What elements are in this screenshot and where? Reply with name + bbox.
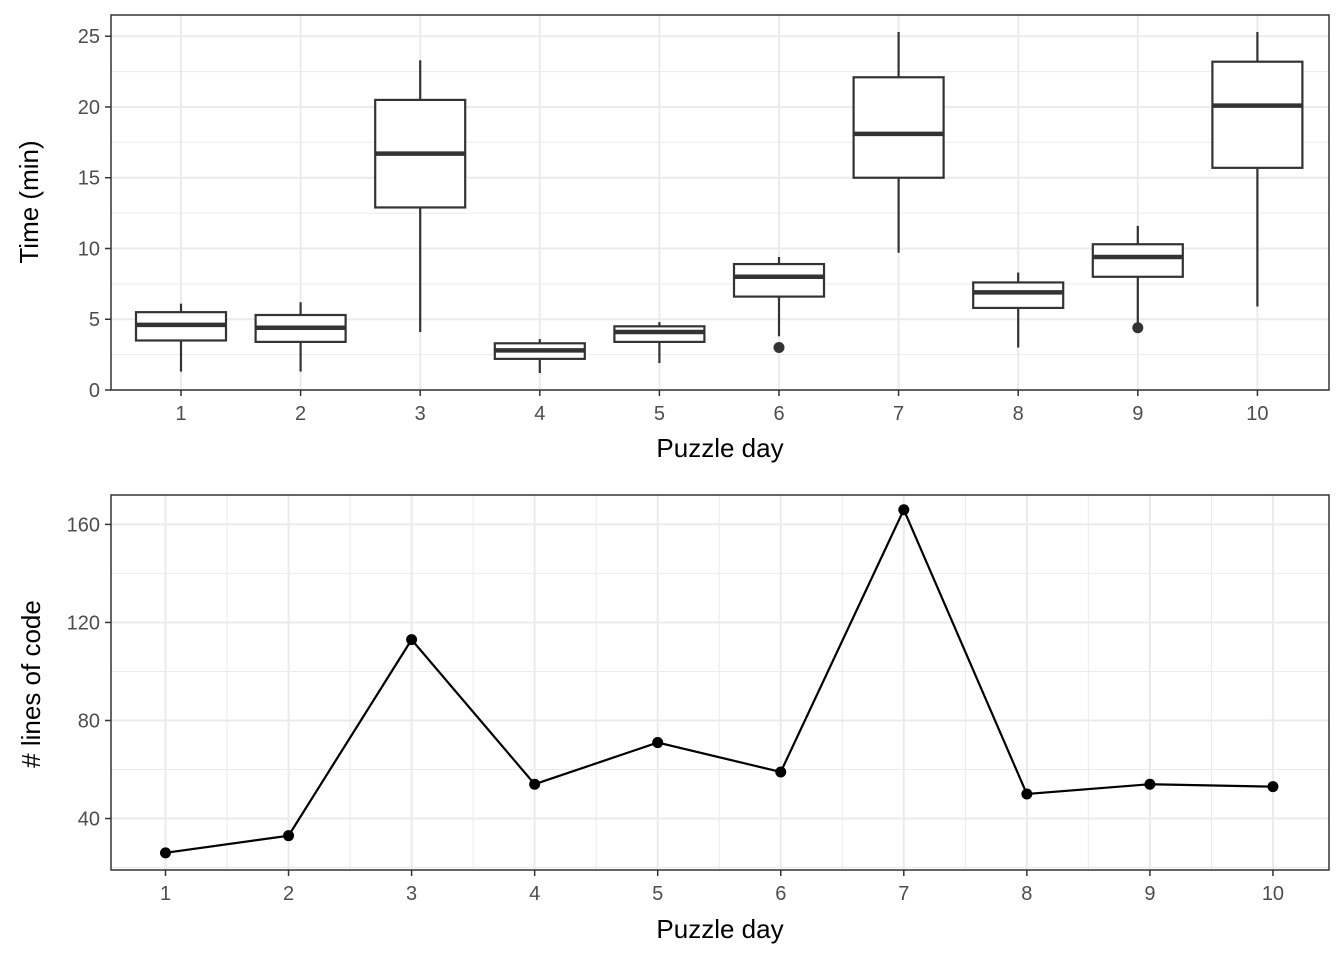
line-x-axis: 1 2 3 4 5 6 7 8 9 10: [160, 870, 1284, 905]
x-tick-label: 10: [1246, 403, 1268, 425]
x-tick-label: 9: [1132, 403, 1143, 425]
y-tick-label: 0: [89, 380, 100, 402]
x-tick-label: 7: [898, 883, 909, 905]
box-day-3: [374, 60, 467, 332]
x-tick-label: 4: [534, 403, 545, 425]
data-point-day-1: [160, 847, 171, 859]
iqr-box: [852, 76, 945, 179]
x-tick-label: 5: [652, 883, 663, 905]
box-day-4: [493, 339, 586, 374]
y-tick-label: 40: [78, 809, 100, 831]
line-minor-gridlines: [111, 495, 1329, 870]
series-line: [165, 507, 1273, 854]
iqr-box: [972, 281, 1065, 310]
box-day-2: [254, 302, 347, 372]
x-tick-label: 1: [160, 883, 171, 905]
x-tick-label: 6: [773, 403, 784, 425]
x-tick-label: 10: [1262, 883, 1284, 905]
x-tick-label: 7: [893, 403, 904, 425]
box-day-7: [852, 31, 945, 253]
y-tick-label: 120: [67, 612, 100, 634]
boxplot-y-axis-title: Time (min): [14, 140, 44, 263]
x-tick-label: 8: [1021, 883, 1032, 905]
x-tick-label: 3: [406, 883, 417, 905]
data-point-day-2: [283, 830, 295, 842]
x-tick-label: 3: [415, 403, 426, 425]
outlier-point: [1132, 322, 1144, 334]
outlier-point: [773, 342, 785, 354]
box-day-6: [732, 256, 826, 354]
boxplot-marks: [134, 31, 1304, 374]
y-tick-label: 5: [89, 309, 100, 331]
y-tick-label: 15: [78, 168, 100, 190]
boxplot-x-axis-title: Puzzle day: [656, 433, 783, 463]
boxplot-y-axis: 0 5 10 15 20 25: [78, 26, 111, 402]
box-day-1: [134, 303, 228, 372]
line-y-axis-title: # lines of code: [16, 600, 46, 768]
lines-of-code-panel: 40 80 120 160 1 2 3 4 5 6 7 8 9 10 Puzzle day # line…: [16, 494, 1330, 944]
box-day-8: [972, 272, 1065, 348]
line-marks: [160, 504, 1279, 859]
x-tick-label: 1: [175, 403, 186, 425]
data-point-day-5: [652, 737, 664, 749]
data-point-day-7: [898, 504, 910, 516]
x-tick-label: 9: [1144, 883, 1155, 905]
iqr-box: [1091, 243, 1184, 278]
y-tick-label: 160: [67, 514, 100, 536]
line-x-axis-title: Puzzle day: [656, 914, 783, 944]
y-tick-label: 10: [78, 238, 100, 260]
boxplot-x-axis: 1 2 3 4 5 6 7 8 9 10: [175, 390, 1269, 425]
iqr-box: [1211, 60, 1304, 169]
data-point-day-8: [1021, 788, 1033, 800]
box-day-9: [1091, 225, 1184, 334]
line-y-axis: 40 80 120 160: [67, 514, 111, 831]
x-tick-label: 2: [295, 403, 306, 425]
x-tick-label: 4: [529, 883, 540, 905]
y-tick-label: 80: [78, 710, 100, 732]
x-tick-label: 6: [775, 883, 786, 905]
data-point-day-6: [775, 766, 787, 778]
boxplot-panel-border: [110, 14, 1330, 391]
x-tick-label: 5: [654, 403, 665, 425]
box-day-10: [1211, 31, 1304, 307]
iqr-box: [732, 262, 826, 298]
data-point-day-4: [529, 778, 541, 790]
data-point-day-9: [1144, 778, 1156, 790]
box-day-5: [613, 322, 706, 364]
x-tick-label: 8: [1013, 403, 1024, 425]
boxplot-time-panel: 0 5 10 15 20 25 1 2 3 4 5 6 7 8 9 10 Puzzle day Time (…: [14, 14, 1330, 463]
boxplot-minor-gridlines: [111, 71, 1329, 356]
data-point-day-3: [406, 634, 418, 646]
line-major-gridlines: [111, 495, 1329, 870]
line-panel-border: [110, 494, 1330, 871]
data-point-day-10: [1267, 781, 1279, 793]
y-tick-label: 20: [78, 97, 100, 119]
x-tick-label: 2: [283, 883, 294, 905]
y-tick-label: 25: [78, 26, 100, 48]
